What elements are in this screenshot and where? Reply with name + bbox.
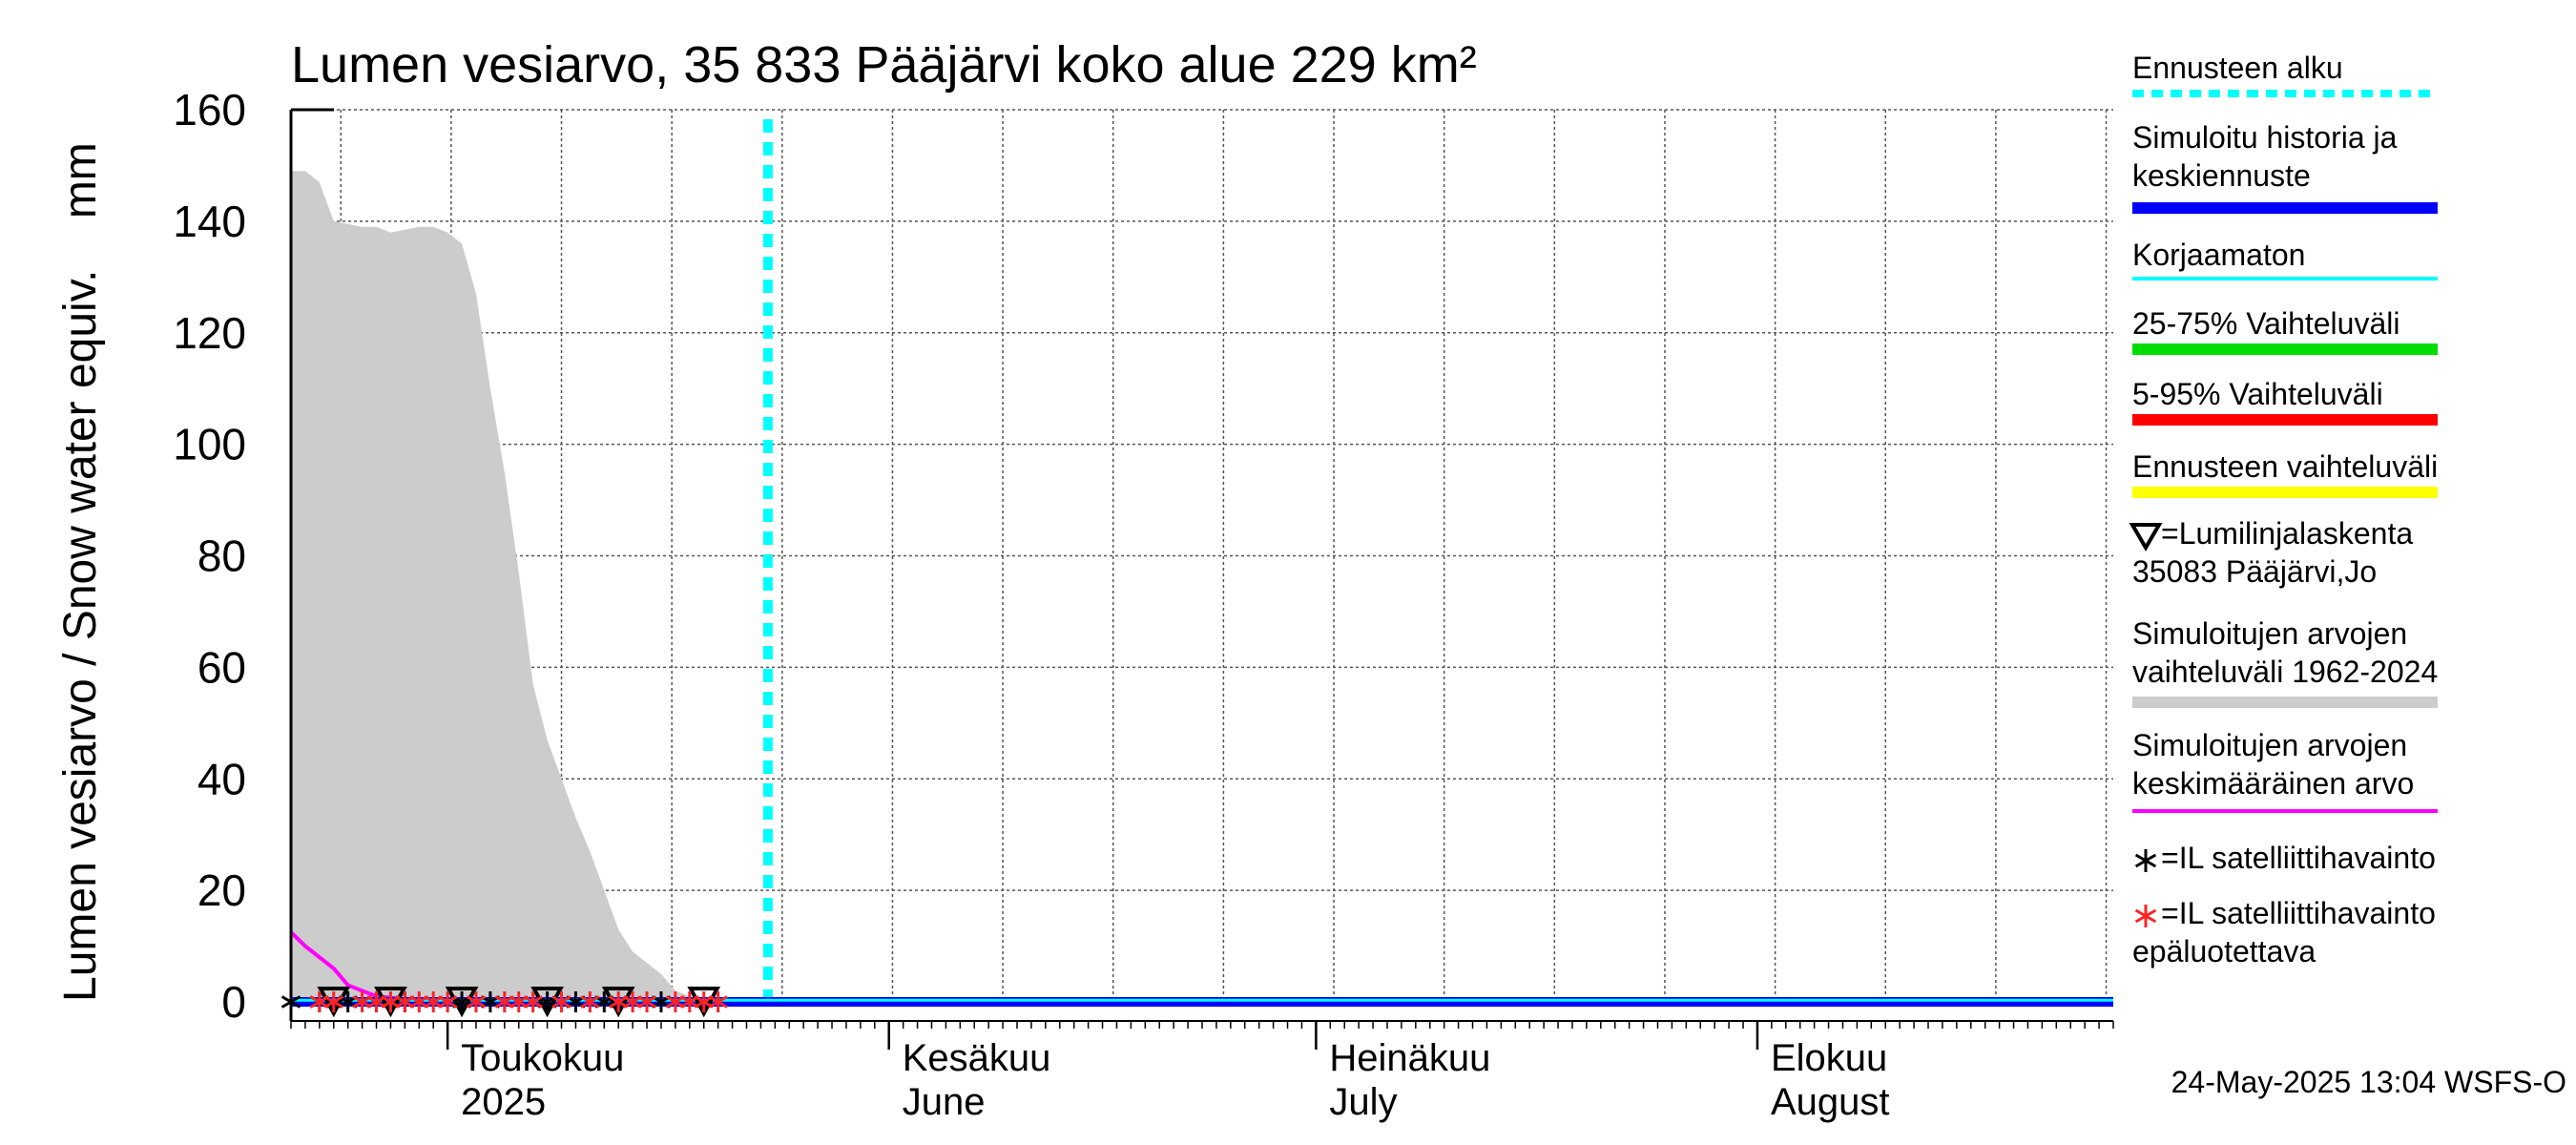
month-sub-label: August	[1771, 1081, 1890, 1123]
snow-course-marker	[530, 987, 564, 1018]
snow-course-marker	[374, 987, 407, 1018]
snow-course-marker	[445, 987, 479, 1018]
month-label: Toukokuu	[461, 1037, 624, 1079]
legend-label: Simuloitujen arvojen	[2132, 728, 2407, 762]
star-stroke	[466, 995, 487, 1009]
legend-label-line2: keskimääräinen arvo	[2132, 766, 2414, 801]
month-sub-label: July	[1329, 1081, 1397, 1123]
star-stroke	[2134, 853, 2157, 868]
grid	[291, 109, 2113, 1002]
satellite-unreliable-marker	[437, 991, 458, 1012]
star-stroke	[551, 995, 571, 1009]
star-stroke	[437, 995, 458, 1009]
legend-label: =IL satelliittihavainto	[2161, 841, 2436, 875]
legend-label-line2: 35083 Pääjärvi,Jo	[2132, 554, 2377, 589]
star-stroke	[523, 995, 543, 1009]
snow-course-marker	[317, 987, 351, 1018]
snow-course-marker	[687, 987, 721, 1018]
y-tick-label: 100	[173, 420, 246, 469]
satellite-unreliable-marker	[580, 991, 600, 1012]
legend-label: =IL satelliittihavainto	[2161, 896, 2436, 930]
y-tick-label: 60	[197, 642, 246, 692]
month-label: Elokuu	[1771, 1037, 1887, 1079]
satellite-unreliable-marker	[323, 991, 344, 1012]
star-stroke	[708, 995, 728, 1009]
y-tick-label: 0	[221, 977, 246, 1027]
y-tick-label: 40	[197, 754, 246, 803]
timestamp: 24-May-2025 13:04 WSFS-O	[2171, 1065, 2566, 1099]
chart-title: Lumen vesiarvo, 35 833 Pääjärvi koko alu…	[291, 36, 1477, 94]
month-label: Heinäkuu	[1329, 1037, 1490, 1079]
month-sub-label: 2025	[461, 1081, 546, 1123]
historical-range-area	[291, 171, 704, 1002]
satellite-unreliable-marker	[708, 991, 728, 1012]
legend-label-line2: vaihteluväli 1962-2024	[2132, 655, 2438, 689]
historical-range-fill	[291, 171, 704, 1002]
satellite-unreliable-marker	[466, 991, 487, 1012]
observation-markers	[280, 987, 728, 1018]
snow-course-marker	[601, 987, 635, 1018]
y-tick-label: 160	[173, 85, 246, 135]
legend-label: Simuloitu historia ja	[2132, 120, 2398, 155]
legend-label-line2: keskiennuste	[2132, 158, 2311, 193]
satellite-unreliable-marker	[551, 991, 571, 1012]
satellite-unreliable-marker	[636, 991, 657, 1012]
month-sub-label: June	[903, 1081, 986, 1123]
star-stroke	[636, 995, 657, 1009]
legend-label: Korjaamaton	[2132, 238, 2305, 272]
month-label: Kesäkuu	[903, 1037, 1051, 1079]
y-axis-label: Lumen vesiarvo / Snow water equiv. mm	[55, 142, 106, 1002]
legend-label: Ennusteen vaihteluväli	[2132, 449, 2438, 484]
legend-label: 5-95% Vaihteluväli	[2132, 377, 2383, 411]
star-stroke	[2134, 908, 2157, 924]
y-tick-label: 20	[197, 865, 246, 915]
y-tick-label: 80	[197, 531, 246, 581]
star-stroke	[580, 995, 600, 1009]
y-tick-label: 140	[173, 197, 246, 246]
legend-triangle-icon	[2129, 523, 2163, 552]
legend-label: =Lumilinjalaskenta	[2161, 516, 2413, 551]
legend-label-line2: epäluotettava	[2132, 934, 2316, 968]
y-tick-label: 120	[173, 308, 246, 358]
star-stroke	[323, 995, 344, 1009]
legend-star-icon	[2134, 849, 2157, 872]
legend-star-icon	[2134, 905, 2157, 927]
legend-label: Ennusteen alku	[2132, 51, 2343, 85]
legend-label: 25-75% Vaihteluväli	[2132, 306, 2399, 341]
legend-label: Simuloitujen arvojen	[2132, 616, 2407, 651]
satellite-unreliable-marker	[523, 991, 543, 1012]
